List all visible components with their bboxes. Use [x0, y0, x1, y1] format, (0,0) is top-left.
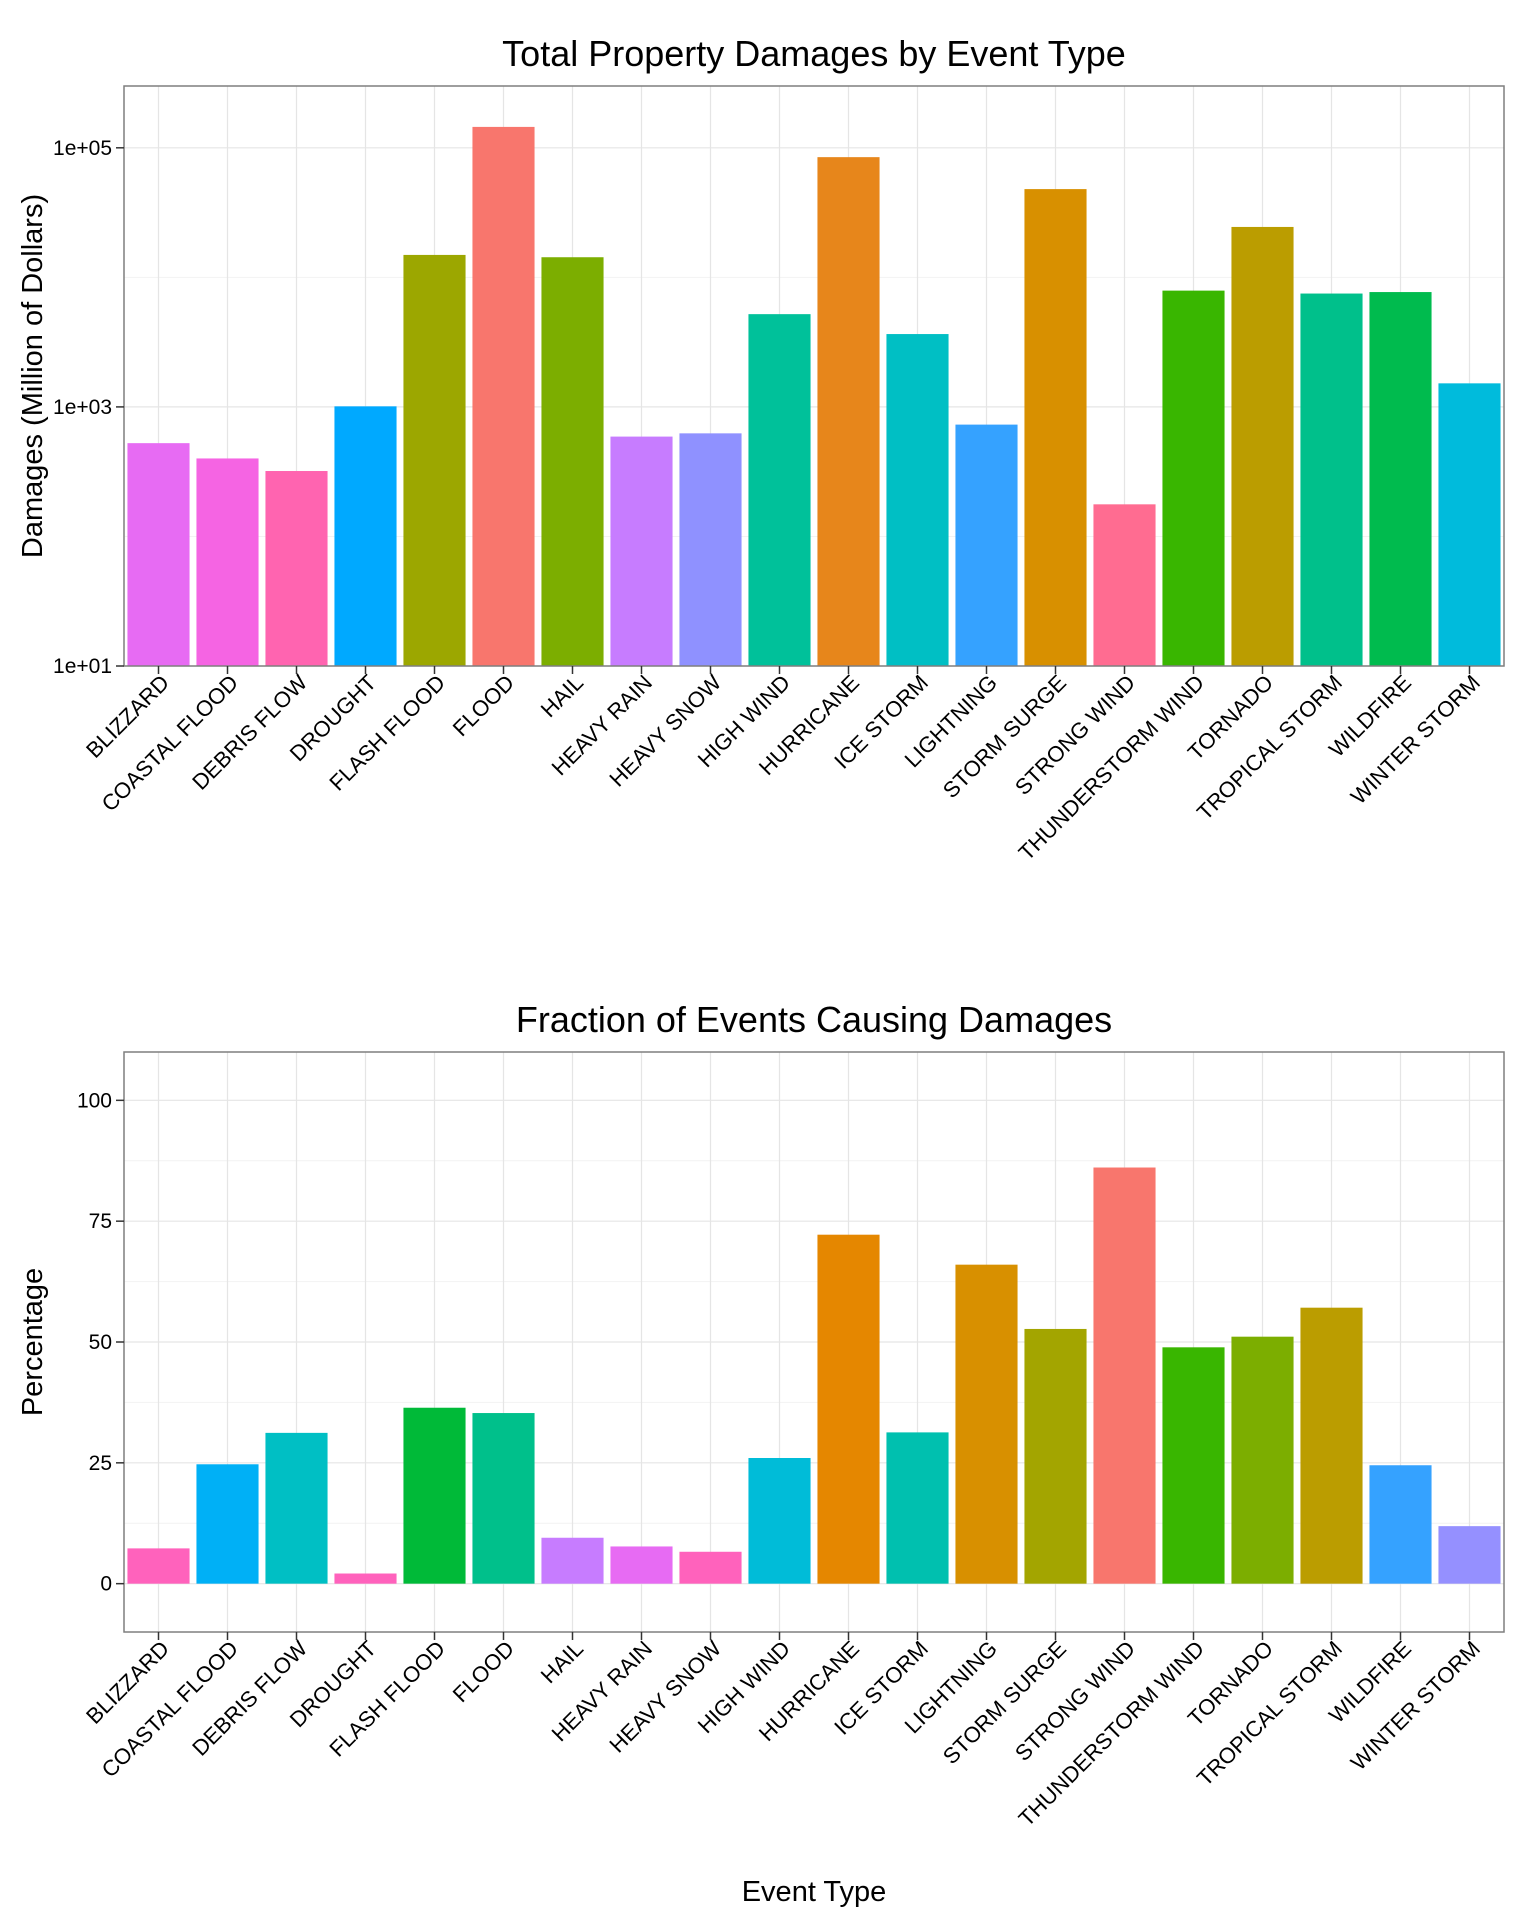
y-tick-label: 100	[77, 1089, 112, 1112]
bar-heavy-rain	[610, 1546, 673, 1584]
x-category-label: FLOOD	[448, 1636, 519, 1707]
bar-ice-storm	[886, 1432, 949, 1584]
bar-heavy-snow	[679, 433, 742, 666]
x-category-label: WINTER STORM	[1346, 1636, 1485, 1775]
bar-drought	[334, 406, 397, 666]
bar-winter-storm	[1438, 1526, 1501, 1584]
y-tick-label: 0	[100, 1573, 112, 1596]
plot-background	[124, 86, 1504, 666]
x-category-label: HAIL	[536, 670, 588, 722]
bar-blizzard	[127, 1548, 190, 1584]
bar-hail	[541, 257, 604, 666]
bar-winter-storm	[1438, 383, 1501, 666]
x-axis-title: Event Type	[742, 1876, 887, 1908]
bar-wildfire	[1369, 1465, 1432, 1584]
bar-high-wind	[748, 1458, 811, 1584]
bar-flash-flood	[403, 254, 466, 666]
bar-blizzard	[127, 443, 190, 666]
y-tick-label: 25	[89, 1452, 112, 1475]
bar-storm-surge	[1024, 189, 1087, 666]
bar-flood	[472, 126, 535, 667]
bar-storm-surge	[1024, 1328, 1087, 1584]
x-category-label: FLOOD	[448, 670, 519, 741]
y-axis-title: Percentage	[17, 1268, 49, 1416]
bar-thunderstorm-wind	[1162, 1347, 1225, 1584]
bar-ice-storm	[886, 334, 949, 666]
bar-strong-wind	[1093, 1167, 1156, 1584]
x-category-label: WINTER STORM	[1346, 670, 1485, 809]
x-category-label: STRONG WIND	[1010, 670, 1140, 800]
bar-heavy-rain	[610, 436, 673, 666]
bar-strong-wind	[1093, 504, 1156, 666]
y-axis-title: Damages (Million of Dollars)	[17, 194, 49, 558]
x-category-label: STRONG WIND	[1010, 1636, 1140, 1766]
bar-tornado	[1231, 1336, 1294, 1584]
x-category-label: STORM SURGE	[938, 1636, 1071, 1769]
bar-debris-flow	[265, 1432, 328, 1584]
bar-hurricane	[817, 1234, 880, 1584]
bar-drought	[334, 1573, 397, 1584]
bar-hail	[541, 1537, 604, 1584]
y-tick-label: 1e+05	[53, 137, 112, 160]
bar-heavy-snow	[679, 1551, 742, 1584]
bar-wildfire	[1369, 292, 1432, 666]
bar-coastal-flood	[196, 458, 259, 666]
bar-debris-flow	[265, 471, 328, 666]
y-tick-label: 50	[89, 1331, 112, 1354]
bar-flood	[472, 1413, 535, 1584]
bar-tropical-storm	[1300, 293, 1363, 666]
bar-tornado	[1231, 226, 1294, 667]
bar-hurricane	[817, 157, 880, 666]
x-category-label: STORM SURGE	[938, 670, 1071, 803]
bar-high-wind	[748, 314, 811, 666]
bar-coastal-flood	[196, 1464, 259, 1584]
chart-title: Total Property Damages by Event Type	[502, 33, 1126, 74]
x-category-label: HAIL	[536, 1636, 588, 1688]
y-tick-label: 75	[89, 1210, 112, 1233]
bar-lightning	[955, 1264, 1018, 1584]
bar-lightning	[955, 424, 1018, 666]
bar-tropical-storm	[1300, 1307, 1363, 1584]
y-tick-label: 1e+01	[53, 655, 112, 678]
bar-flash-flood	[403, 1407, 466, 1584]
chart-title: Fraction of Events Causing Damages	[516, 999, 1112, 1040]
bar-thunderstorm-wind	[1162, 290, 1225, 666]
y-tick-label: 1e+03	[53, 396, 112, 419]
plot-border	[123, 85, 1505, 667]
